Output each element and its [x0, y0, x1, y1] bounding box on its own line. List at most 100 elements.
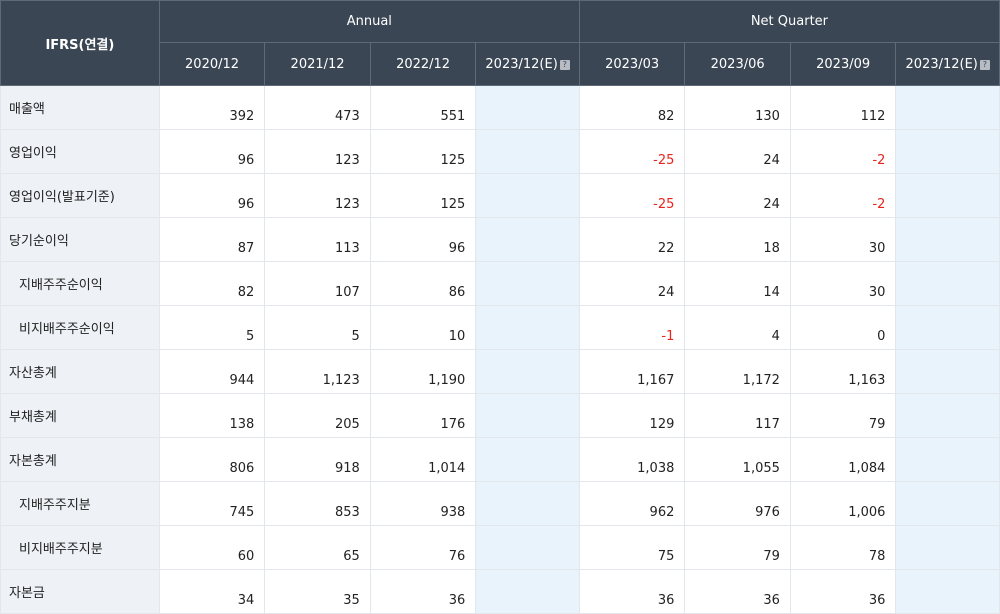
- period-label: 2023/12(E): [905, 56, 978, 72]
- annual-value-cell: 35: [264, 569, 371, 614]
- annual-value-cell: 176: [369, 393, 477, 438]
- annual-value-cell: 96: [158, 173, 266, 218]
- quarter-value-cell: 1,163: [789, 349, 897, 394]
- period-label: 2021/12: [290, 56, 345, 72]
- annual-value-cell: [475, 305, 580, 350]
- quarter-value-cell: [895, 129, 1000, 174]
- quarter-value-cell: 30: [789, 261, 897, 306]
- annual-period-header: 2020/12: [158, 42, 266, 86]
- quarter-value-cell: 82: [578, 85, 686, 130]
- annual-header: Annual: [158, 0, 580, 43]
- table-row: 영업이익(발표기준) 96 123 125 -25 24 -2: [0, 173, 1000, 218]
- annual-value-cell: [475, 85, 580, 130]
- annual-value-cell: 1,123: [264, 349, 371, 394]
- annual-value-cell: [475, 173, 580, 218]
- quarter-value-cell: 129: [578, 393, 686, 438]
- row-label: 자산총계: [0, 349, 160, 394]
- row-label: 당기순이익: [0, 217, 160, 262]
- annual-value-cell: 1,190: [369, 349, 477, 394]
- quarter-value-cell: [895, 481, 1000, 526]
- annual-value-cell: 87: [158, 217, 266, 262]
- annual-value-cell: 551: [369, 85, 477, 130]
- table-row: 자본금 34 35 36 36 36 36: [0, 569, 1000, 614]
- quarter-value-cell: 24: [578, 261, 686, 306]
- table-row: 매출액 392 473 551 82 130 112: [0, 85, 1000, 130]
- quarter-value-cell: [895, 525, 1000, 570]
- quarter-period-header: 2023/12(E)?: [895, 42, 1000, 86]
- table-row: 자본총계 806 918 1,014 1,038 1,055 1,084: [0, 437, 1000, 482]
- annual-value-cell: 86: [369, 261, 477, 306]
- annual-value-cell: 853: [264, 481, 371, 526]
- quarter-value-cell: [895, 437, 1000, 482]
- row-label: 자본총계: [0, 437, 160, 482]
- quarter-period-header: 2023/09: [789, 42, 897, 86]
- annual-value-cell: [475, 393, 580, 438]
- quarter-value-cell: [895, 569, 1000, 614]
- annual-value-cell: 82: [158, 261, 266, 306]
- quarter-value-cell: 24: [684, 129, 791, 174]
- quarter-value-cell: 36: [684, 569, 791, 614]
- quarter-value-cell: 14: [684, 261, 791, 306]
- question-icon[interactable]: ?: [559, 59, 570, 70]
- annual-value-cell: 745: [158, 481, 266, 526]
- annual-value-cell: [475, 129, 580, 174]
- annual-value-cell: 96: [369, 217, 477, 262]
- quarter-value-cell: -25: [578, 129, 686, 174]
- row-label: 부채총계: [0, 393, 160, 438]
- quarter-value-cell: 0: [789, 305, 897, 350]
- table-row: 부채총계 138 205 176 129 117 79: [0, 393, 1000, 438]
- quarter-value-cell: 22: [578, 217, 686, 262]
- question-icon[interactable]: ?: [979, 59, 990, 70]
- annual-value-cell: 123: [264, 129, 371, 174]
- quarter-value-cell: 1,084: [789, 437, 897, 482]
- quarter-period-header: 2023/03: [578, 42, 686, 86]
- quarter-value-cell: 36: [578, 569, 686, 614]
- annual-value-cell: 138: [158, 393, 266, 438]
- annual-value-cell: 392: [158, 85, 266, 130]
- quarter-value-cell: [895, 393, 1000, 438]
- annual-value-cell: 65: [264, 525, 371, 570]
- annual-value-cell: 205: [264, 393, 371, 438]
- quarter-value-cell: 24: [684, 173, 791, 218]
- ifrs-header: IFRS(연결): [0, 0, 160, 86]
- annual-value-cell: 806: [158, 437, 266, 482]
- annual-value-cell: 125: [369, 129, 477, 174]
- net-quarter-header: Net Quarter: [578, 0, 1000, 43]
- quarter-value-cell: 79: [684, 525, 791, 570]
- table-row: 지배주주지분 745 853 938 962 976 1,006: [0, 481, 1000, 526]
- quarter-value-cell: 112: [789, 85, 897, 130]
- annual-value-cell: 938: [369, 481, 477, 526]
- period-label: 2023/12(E): [485, 56, 558, 72]
- row-label: 영업이익(발표기준): [0, 173, 160, 218]
- table-row: 비지배주주지분 60 65 76 75 79 78: [0, 525, 1000, 570]
- annual-value-cell: 5: [158, 305, 266, 350]
- quarter-value-cell: 18: [684, 217, 791, 262]
- quarter-value-cell: 1,172: [684, 349, 791, 394]
- period-label: 2023/09: [816, 56, 871, 72]
- quarter-value-cell: 130: [684, 85, 791, 130]
- annual-value-cell: 944: [158, 349, 266, 394]
- quarter-value-cell: 1,038: [578, 437, 686, 482]
- quarter-value-cell: 962: [578, 481, 686, 526]
- annual-value-cell: 1,014: [369, 437, 477, 482]
- annual-value-cell: 113: [264, 217, 371, 262]
- annual-value-cell: 76: [369, 525, 477, 570]
- annual-value-cell: [475, 525, 580, 570]
- quarter-value-cell: [895, 85, 1000, 130]
- quarter-value-cell: 75: [578, 525, 686, 570]
- quarter-value-cell: -2: [789, 129, 897, 174]
- row-label: 자본금: [0, 569, 160, 614]
- row-label: 매출액: [0, 85, 160, 130]
- annual-value-cell: [475, 569, 580, 614]
- annual-value-cell: 36: [369, 569, 477, 614]
- annual-value-cell: [475, 217, 580, 262]
- annual-value-cell: 10: [369, 305, 477, 350]
- quarter-value-cell: [895, 305, 1000, 350]
- quarter-value-cell: 1,055: [684, 437, 791, 482]
- quarter-value-cell: 4: [684, 305, 791, 350]
- annual-value-cell: [475, 349, 580, 394]
- table-row: 영업이익 96 123 125 -25 24 -2: [0, 129, 1000, 174]
- annual-value-cell: [475, 261, 580, 306]
- quarter-period-header: 2023/06: [684, 42, 791, 86]
- annual-value-cell: 60: [158, 525, 266, 570]
